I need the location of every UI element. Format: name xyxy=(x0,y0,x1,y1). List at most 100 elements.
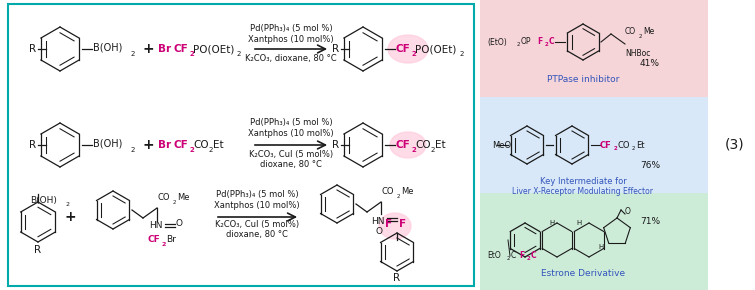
Text: 2: 2 xyxy=(614,146,618,151)
Text: CO: CO xyxy=(618,140,630,150)
Text: 2: 2 xyxy=(632,146,636,151)
Text: Pd(PPh₃)₄ (5 mol %): Pd(PPh₃)₄ (5 mol %) xyxy=(250,119,332,128)
Text: 2: 2 xyxy=(189,147,194,153)
Text: HN: HN xyxy=(149,222,162,231)
Text: 41%: 41% xyxy=(640,59,660,68)
Text: Xantphos (10 mol%): Xantphos (10 mol%) xyxy=(248,35,334,44)
Text: (EtO): (EtO) xyxy=(487,37,507,46)
Text: R: R xyxy=(29,44,36,54)
Bar xyxy=(480,193,708,290)
Text: 2: 2 xyxy=(431,147,436,153)
Text: 71%: 71% xyxy=(640,218,660,226)
Text: 2: 2 xyxy=(527,256,531,262)
Text: 2: 2 xyxy=(397,195,400,200)
Text: 2: 2 xyxy=(507,256,510,262)
Text: dioxane, 80 °C: dioxane, 80 °C xyxy=(226,231,288,240)
Text: EtO: EtO xyxy=(487,251,501,260)
Text: 2: 2 xyxy=(173,200,177,206)
Text: 2: 2 xyxy=(517,43,520,48)
Text: Et: Et xyxy=(636,140,645,150)
Text: Me: Me xyxy=(643,28,655,37)
Text: B(OH): B(OH) xyxy=(93,42,122,52)
Text: 76%: 76% xyxy=(640,162,660,171)
Text: MeO: MeO xyxy=(492,140,511,150)
Text: 2: 2 xyxy=(411,147,416,153)
Text: 2: 2 xyxy=(639,35,643,39)
Text: 2: 2 xyxy=(162,242,166,247)
Text: K₂CO₃, dioxane, 80 °C: K₂CO₃, dioxane, 80 °C xyxy=(245,55,337,64)
Text: 2: 2 xyxy=(189,51,194,57)
Text: +: + xyxy=(142,42,154,56)
Bar xyxy=(480,0,708,97)
Text: PO(OEt): PO(OEt) xyxy=(193,44,234,54)
Text: CF: CF xyxy=(395,44,410,54)
Text: C: C xyxy=(549,37,555,46)
Text: R: R xyxy=(35,245,42,255)
Text: Br: Br xyxy=(158,44,171,54)
Text: Xantphos (10 mol%): Xantphos (10 mol%) xyxy=(248,128,334,137)
Text: H: H xyxy=(599,244,604,250)
Text: CF: CF xyxy=(174,140,189,150)
Text: CO: CO xyxy=(415,140,430,150)
Text: O: O xyxy=(625,208,631,217)
Text: Key Intermediate for: Key Intermediate for xyxy=(540,177,627,186)
Text: R: R xyxy=(332,44,340,54)
Text: 2: 2 xyxy=(460,51,464,57)
Text: Me: Me xyxy=(401,188,414,197)
Bar xyxy=(8,4,474,286)
Text: PTPase inhibitor: PTPase inhibitor xyxy=(547,75,619,84)
Text: 2: 2 xyxy=(66,202,70,208)
Ellipse shape xyxy=(379,213,411,239)
Text: R: R xyxy=(332,140,340,150)
Text: Me: Me xyxy=(177,193,190,202)
Text: O: O xyxy=(175,220,182,229)
Text: Et: Et xyxy=(435,140,445,150)
Text: C: C xyxy=(531,251,537,260)
Text: F: F xyxy=(399,219,406,229)
Text: NHBoc: NHBoc xyxy=(625,50,650,59)
Text: Br: Br xyxy=(158,140,171,150)
Text: B(OH): B(OH) xyxy=(30,195,57,204)
Text: 2: 2 xyxy=(131,51,135,57)
Text: CF: CF xyxy=(600,140,612,150)
Text: PO(OEt): PO(OEt) xyxy=(415,44,456,54)
Text: 2: 2 xyxy=(411,51,416,57)
Text: Xantphos (10 mol%): Xantphos (10 mol%) xyxy=(214,200,300,209)
Text: 2: 2 xyxy=(209,147,214,153)
Text: 2: 2 xyxy=(131,147,135,153)
Text: K₂CO₃, CuI (5 mol%): K₂CO₃, CuI (5 mol%) xyxy=(249,151,333,160)
Text: HN: HN xyxy=(371,218,384,226)
Text: Et: Et xyxy=(213,140,223,150)
Text: B(OH): B(OH) xyxy=(93,138,122,148)
Text: 2: 2 xyxy=(545,43,549,48)
Text: CO: CO xyxy=(193,140,208,150)
Text: H: H xyxy=(576,220,581,226)
Text: K₂CO₃, CuI (5 mol%): K₂CO₃, CuI (5 mol%) xyxy=(215,220,299,229)
Text: CO: CO xyxy=(625,28,636,37)
Text: dioxane, 80 °C: dioxane, 80 °C xyxy=(260,160,322,169)
Text: Liver X-Receptor Modulating Effector: Liver X-Receptor Modulating Effector xyxy=(513,186,654,195)
Text: H: H xyxy=(550,220,555,226)
Text: R: R xyxy=(393,273,401,283)
Text: CO: CO xyxy=(157,193,170,202)
Text: CF: CF xyxy=(148,235,161,244)
Text: CO: CO xyxy=(381,188,393,197)
Text: F: F xyxy=(385,219,392,229)
Ellipse shape xyxy=(390,132,426,158)
Text: C: C xyxy=(511,251,516,260)
Text: 2: 2 xyxy=(237,51,242,57)
Text: (3): (3) xyxy=(726,138,745,152)
Text: +: + xyxy=(64,210,76,224)
Text: F: F xyxy=(537,37,542,46)
Text: CF: CF xyxy=(174,44,189,54)
Text: OP: OP xyxy=(521,37,532,46)
Text: Pd(PPh₃)₄ (5 mol %): Pd(PPh₃)₄ (5 mol %) xyxy=(216,191,298,200)
Ellipse shape xyxy=(388,35,428,63)
Bar xyxy=(480,97,708,193)
Text: O: O xyxy=(375,227,382,237)
Text: R: R xyxy=(29,140,36,150)
Text: Estrone Derivative: Estrone Derivative xyxy=(541,269,625,278)
Text: Pd(PPh₃)₄ (5 mol %): Pd(PPh₃)₄ (5 mol %) xyxy=(250,24,332,34)
Text: Br: Br xyxy=(166,235,176,244)
Text: CF: CF xyxy=(395,140,410,150)
